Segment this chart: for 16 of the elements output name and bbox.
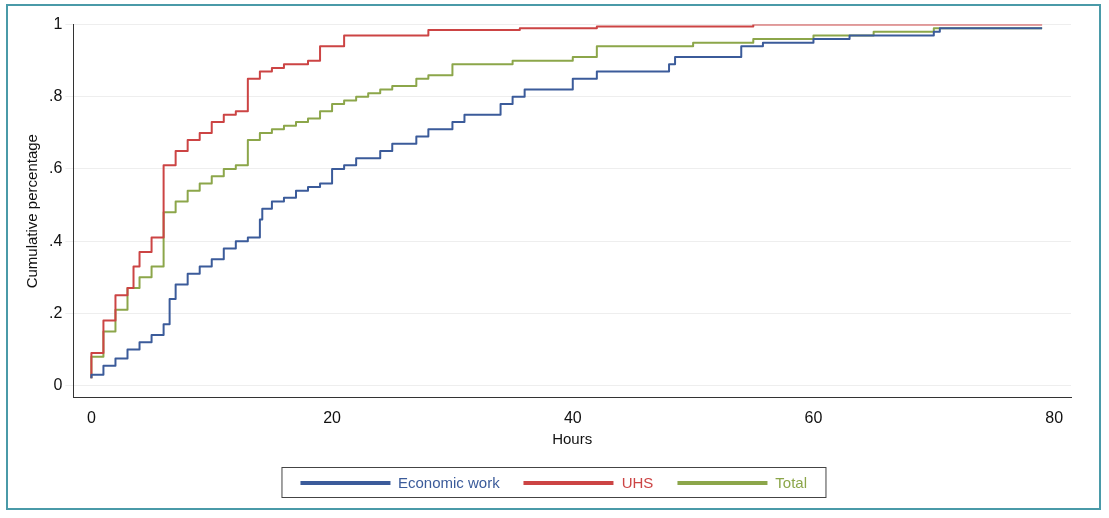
text: Economic work (397, 474, 500, 491)
y-tick-label: .2 (49, 303, 63, 321)
y-axis-title: Cumulative percentage (23, 134, 41, 289)
x-tick-label: 40 (563, 408, 582, 426)
y-tick-label: .4 (49, 231, 63, 249)
x-tick-label: 60 (804, 408, 823, 426)
x-tick-label: 0 (86, 408, 96, 426)
text: Total (775, 474, 808, 491)
x-tick-label: 20 (323, 408, 342, 426)
y-tick-label: 0 (53, 375, 63, 393)
y-tick-label: 1 (53, 15, 63, 33)
x-axis-title: Hours (552, 430, 593, 448)
x-tick-label: 80 (1045, 408, 1064, 426)
y-tick-label: .8 (49, 87, 63, 105)
text: UHS (621, 474, 654, 491)
y-tick-label: .6 (49, 159, 63, 177)
